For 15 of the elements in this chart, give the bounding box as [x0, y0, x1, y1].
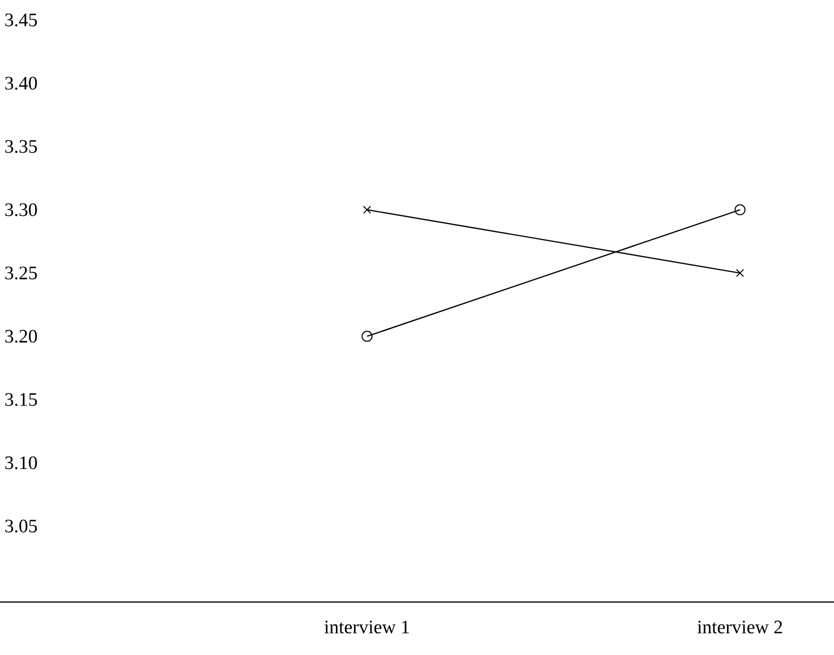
y-tick-label: 3.25	[5, 266, 37, 280]
y-tick-label: 3.10	[5, 456, 37, 470]
x-tick-label: interview 2	[697, 620, 782, 634]
point	[362, 330, 373, 342]
x-tick-label: interview 1	[324, 620, 409, 634]
y-tick-label: 3.35	[5, 140, 37, 153]
y-tick-label: 3.05	[5, 520, 37, 533]
y-tick-label: 3.30	[5, 203, 37, 216]
y-tick-label: 3.20	[5, 330, 37, 343]
point	[362, 206, 372, 214]
point	[734, 204, 746, 216]
point	[736, 269, 744, 278]
y-tick-label: 3.45	[5, 14, 37, 26]
y-tick-label: 3.40	[5, 76, 37, 90]
y-tick-label: 3.15	[5, 393, 37, 406]
